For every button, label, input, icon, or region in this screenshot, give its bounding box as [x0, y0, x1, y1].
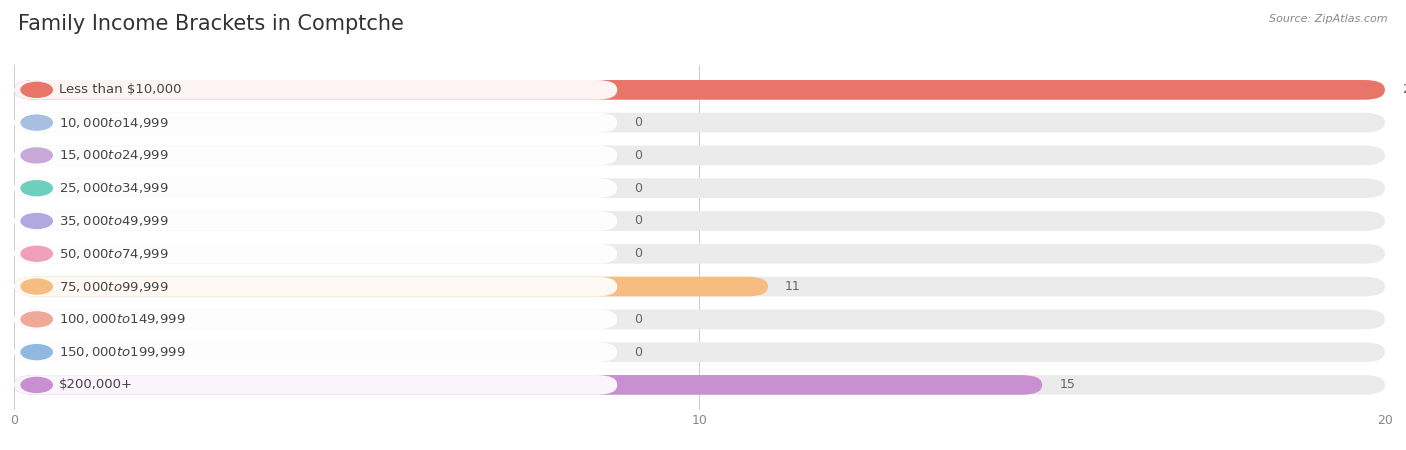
- FancyBboxPatch shape: [14, 277, 1385, 297]
- FancyBboxPatch shape: [14, 310, 617, 329]
- FancyBboxPatch shape: [14, 113, 617, 132]
- FancyBboxPatch shape: [14, 244, 1385, 264]
- Text: 0: 0: [634, 149, 643, 162]
- Text: Less than $10,000: Less than $10,000: [59, 83, 181, 96]
- Text: $200,000+: $200,000+: [59, 378, 134, 392]
- Text: 0: 0: [634, 116, 643, 129]
- FancyBboxPatch shape: [14, 375, 1385, 395]
- Text: 0: 0: [634, 346, 643, 359]
- Text: 0: 0: [634, 215, 643, 228]
- Circle shape: [21, 378, 52, 392]
- Text: $15,000 to $24,999: $15,000 to $24,999: [59, 148, 169, 162]
- FancyBboxPatch shape: [14, 80, 1385, 100]
- Circle shape: [21, 82, 52, 97]
- FancyBboxPatch shape: [14, 375, 1042, 395]
- FancyBboxPatch shape: [14, 277, 617, 297]
- FancyBboxPatch shape: [14, 80, 1385, 100]
- FancyBboxPatch shape: [14, 310, 1385, 329]
- FancyBboxPatch shape: [14, 342, 617, 362]
- FancyBboxPatch shape: [14, 342, 1385, 362]
- Text: 0: 0: [634, 313, 643, 326]
- Circle shape: [21, 246, 52, 261]
- Text: Source: ZipAtlas.com: Source: ZipAtlas.com: [1270, 14, 1388, 23]
- Circle shape: [21, 181, 52, 196]
- Text: 20: 20: [1402, 83, 1406, 96]
- FancyBboxPatch shape: [14, 375, 617, 395]
- FancyBboxPatch shape: [14, 211, 1385, 231]
- FancyBboxPatch shape: [14, 178, 1385, 198]
- FancyBboxPatch shape: [14, 80, 617, 100]
- Text: $25,000 to $34,999: $25,000 to $34,999: [59, 181, 169, 195]
- FancyBboxPatch shape: [14, 113, 1385, 132]
- Circle shape: [21, 345, 52, 360]
- FancyBboxPatch shape: [14, 244, 617, 264]
- Text: $75,000 to $99,999: $75,000 to $99,999: [59, 279, 169, 293]
- Text: 15: 15: [1059, 378, 1076, 392]
- FancyBboxPatch shape: [14, 211, 617, 231]
- Text: $100,000 to $149,999: $100,000 to $149,999: [59, 312, 186, 326]
- Circle shape: [21, 148, 52, 163]
- Text: Family Income Brackets in Comptche: Family Income Brackets in Comptche: [18, 14, 404, 33]
- FancyBboxPatch shape: [14, 146, 617, 165]
- Text: 0: 0: [634, 182, 643, 195]
- FancyBboxPatch shape: [14, 146, 1385, 165]
- Circle shape: [21, 312, 52, 327]
- FancyBboxPatch shape: [14, 277, 768, 297]
- Circle shape: [21, 213, 52, 229]
- Circle shape: [21, 279, 52, 294]
- Text: $50,000 to $74,999: $50,000 to $74,999: [59, 247, 169, 261]
- Text: $10,000 to $14,999: $10,000 to $14,999: [59, 116, 169, 130]
- Circle shape: [21, 115, 52, 130]
- Text: 0: 0: [634, 247, 643, 260]
- Text: 11: 11: [785, 280, 801, 293]
- FancyBboxPatch shape: [14, 178, 617, 198]
- Text: $35,000 to $49,999: $35,000 to $49,999: [59, 214, 169, 228]
- Text: $150,000 to $199,999: $150,000 to $199,999: [59, 345, 186, 359]
